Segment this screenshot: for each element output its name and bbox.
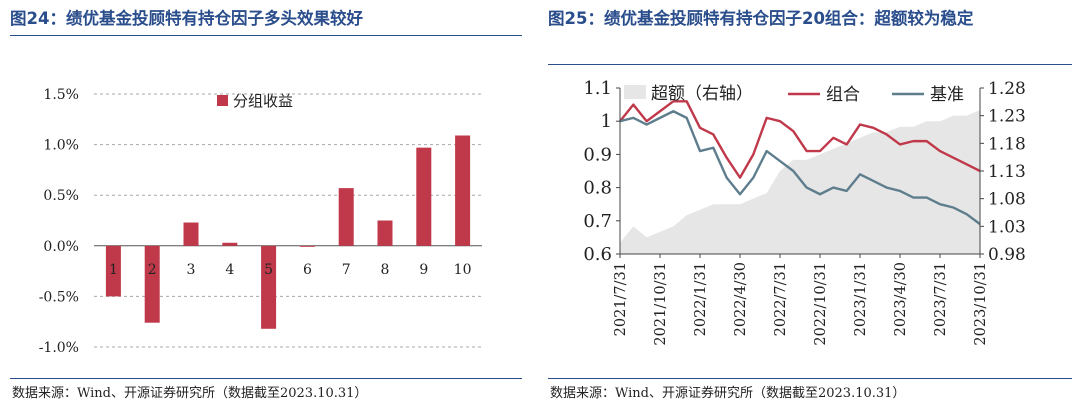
benchmark-line-series bbox=[619, 110, 981, 226]
bar bbox=[144, 245, 160, 323]
left-title-rule bbox=[10, 35, 522, 36]
y-tick-label: 0.5% bbox=[43, 188, 79, 204]
right-figure-title: 图25：绩优基金投顾特有持仓因子20组合：超额较为稳定 bbox=[548, 9, 974, 28]
legend-label: 分组收益 bbox=[233, 92, 293, 110]
category-label: 6 bbox=[303, 262, 312, 278]
category-label: 1 bbox=[109, 262, 118, 278]
category-label: 7 bbox=[342, 262, 351, 278]
left-y-tick-label: 1.1 bbox=[583, 78, 612, 99]
left-figure-panel: 图24：绩优基金投顾特有持仓因子多头效果较好 1.5% 1.0% 0.5% 0.0% -… bbox=[0, 0, 530, 411]
bar bbox=[338, 188, 354, 246]
category-label: 8 bbox=[381, 262, 390, 278]
right-y-tick-label: 1.23 bbox=[988, 107, 1026, 127]
bar bbox=[105, 245, 121, 297]
bar bbox=[222, 242, 238, 246]
category-label: 9 bbox=[419, 262, 428, 278]
bar bbox=[377, 220, 393, 246]
right-title-rule bbox=[548, 64, 1072, 65]
x-tick-label: 2021/10/31 bbox=[653, 262, 669, 346]
x-tick-label: 2023/7/31 bbox=[933, 262, 949, 336]
left-source-note: 数据来源：Wind、开源证券研究所（数据截至2023.10.31） bbox=[12, 386, 368, 401]
y-tick-label: 1.0% bbox=[43, 138, 79, 154]
category-label: 5 bbox=[264, 262, 273, 278]
legend-label-excess: 超额（右轴） bbox=[651, 84, 753, 104]
group-return-bar-chart: 1.5% 1.0% 0.5% 0.0% -0.5% -1.0% 分组收益 1 2 3 4 5 6 7 8 9 1… bbox=[39, 87, 482, 356]
x-tick-label: 2023/1/31 bbox=[853, 262, 869, 336]
x-tick-label: 2022/4/30 bbox=[733, 262, 749, 336]
left-y-tick-label: 0.7 bbox=[583, 211, 612, 232]
right-y-tick-label: 0.98 bbox=[988, 245, 1026, 265]
portfolio-excess-line-chart: 1.1 1 0.9 0.8 0.7 0.6 1.28 1.23 1.18 1.13 1.08 1.03… bbox=[583, 78, 1026, 346]
y-tick-label: 0.0% bbox=[43, 239, 79, 255]
category-label: 3 bbox=[187, 262, 196, 278]
right-y-tick-label: 1.08 bbox=[988, 190, 1026, 210]
left-y-tick-label: 0.6 bbox=[583, 244, 612, 265]
bar bbox=[299, 245, 315, 247]
category-label: 10 bbox=[454, 262, 472, 278]
excess-area-series bbox=[620, 110, 980, 254]
x-tick-label: 2022/10/31 bbox=[813, 262, 829, 346]
right-source-note: 数据来源：Wind、开源证券研究所（数据截至2023.10.31） bbox=[550, 386, 906, 401]
bar bbox=[183, 222, 199, 246]
category-label: 2 bbox=[148, 262, 157, 278]
right-y-tick-label: 1.03 bbox=[988, 217, 1026, 237]
legend-label-benchmark: 基准 bbox=[930, 85, 964, 105]
right-y-tick-label: 1.13 bbox=[988, 162, 1026, 182]
x-tick-label: 2022/1/31 bbox=[693, 262, 709, 336]
right-figure-panel: 图25：绩优基金投顾特有持仓因子20组合：超额较为稳定 1.1 1 0.9 0.8 0.… bbox=[548, 0, 1080, 411]
x-tick-label: 2021/7/31 bbox=[613, 262, 629, 336]
left-y-tick-label: 0.9 bbox=[583, 144, 612, 165]
legend-swatch bbox=[217, 95, 228, 106]
left-figure-title: 图24：绩优基金投顾特有持仓因子多头效果较好 bbox=[10, 9, 363, 28]
left-y-tick-label: 0.8 bbox=[583, 178, 612, 199]
bar bbox=[455, 135, 471, 246]
right-y-tick-label: 1.18 bbox=[988, 134, 1026, 154]
legend-swatch-excess bbox=[624, 85, 646, 99]
y-tick-label: 1.5% bbox=[43, 87, 79, 103]
right-y-tick-label: 1.28 bbox=[988, 79, 1026, 99]
portfolio-line-series bbox=[619, 100, 981, 179]
right-bottom-rule bbox=[548, 378, 1072, 379]
y-tick-label: -1.0% bbox=[39, 340, 79, 356]
category-label: 4 bbox=[225, 262, 234, 278]
left-y-tick-label: 1 bbox=[601, 111, 612, 132]
x-tick-label: 2023/10/31 bbox=[973, 262, 989, 346]
bar bbox=[416, 147, 432, 246]
legend-label-portfolio: 组合 bbox=[826, 85, 860, 105]
y-tick-label: -0.5% bbox=[39, 289, 79, 305]
bar bbox=[261, 245, 277, 329]
left-bottom-rule bbox=[10, 378, 522, 379]
x-tick-label: 2022/7/31 bbox=[773, 262, 789, 336]
x-tick-label: 2023/4/30 bbox=[893, 262, 909, 336]
